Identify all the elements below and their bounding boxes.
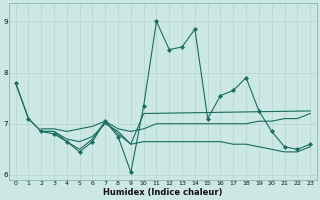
X-axis label: Humidex (Indice chaleur): Humidex (Indice chaleur) xyxy=(103,188,223,197)
